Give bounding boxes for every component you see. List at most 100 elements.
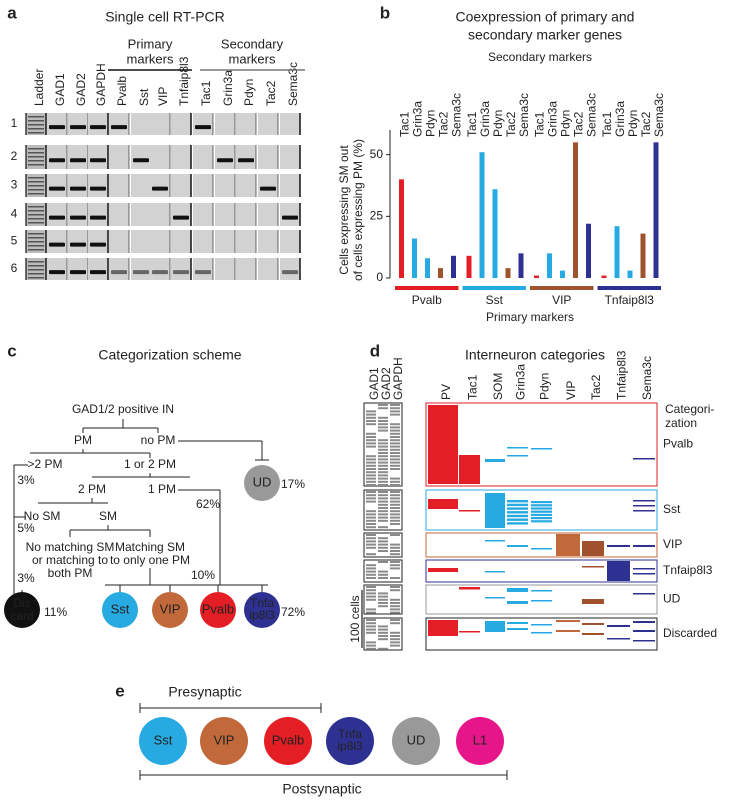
control-cell: [378, 474, 388, 477]
control-cell: [390, 413, 400, 416]
gel-band: [195, 125, 211, 130]
column-label: Tac1: [466, 374, 480, 400]
control-cell: [366, 480, 376, 483]
span-label: Postsynaptic: [282, 781, 361, 797]
group-label: Secondary: [221, 36, 284, 51]
node: Matching SM: [115, 540, 185, 554]
ladder-band: [28, 132, 44, 134]
control-cell: [390, 464, 400, 467]
bar: [412, 238, 417, 278]
gel-band: [90, 215, 106, 220]
ladder-band: [28, 193, 44, 195]
series-label: Pdyn: [626, 110, 640, 137]
heat-cell: [531, 513, 552, 516]
gel-lane: [109, 230, 129, 253]
heat-cell: [633, 573, 655, 575]
category-box: [425, 559, 658, 583]
control-cell: [390, 641, 400, 644]
gel-lane: [171, 145, 191, 169]
percent: 10%: [191, 568, 215, 582]
control-cell: [390, 586, 400, 588]
category-circle: [392, 717, 440, 765]
control-cell: [378, 426, 388, 429]
control-cell: [378, 439, 388, 442]
control-cell: [378, 598, 388, 601]
control-cell: [390, 500, 400, 503]
circle-label: Pvalb: [202, 601, 235, 616]
ladder-band: [28, 241, 44, 243]
y-axis-label: Cells expressing SM out: [337, 145, 351, 275]
y-tick-label: 50: [370, 147, 384, 161]
percent: 17%: [281, 477, 305, 491]
bar: [573, 142, 578, 278]
control-cell: [366, 436, 376, 438]
row-label: Sst: [663, 502, 681, 516]
ladder-band: [28, 156, 44, 158]
category-circle: [4, 592, 40, 628]
control-cell: [378, 595, 388, 598]
column-label: PV: [439, 384, 453, 400]
gel-lane: [236, 258, 256, 280]
control-cell: [366, 461, 376, 464]
gel-lane: [131, 203, 151, 226]
heat-cell: [633, 500, 655, 502]
gel-lane: [131, 174, 151, 197]
control-cell: [378, 429, 388, 432]
group-label: Primary: [128, 36, 173, 51]
circle-label: Dis: [13, 596, 30, 610]
bar: [518, 253, 524, 278]
percent: 5%: [17, 521, 35, 535]
category-box: [425, 402, 658, 487]
column-label: zation: [665, 416, 697, 430]
series-label: Pdyn: [491, 110, 505, 137]
heat-cell: [556, 534, 580, 556]
gel-band: [282, 215, 298, 220]
circle-label: card: [10, 609, 33, 623]
heat-cell: [531, 600, 552, 602]
gel-lane: [280, 145, 300, 169]
node: SM: [99, 509, 117, 523]
control-cell: [366, 577, 376, 579]
control-cell: [366, 439, 376, 442]
gel-lane: [280, 113, 300, 135]
gel-lane: [109, 203, 129, 226]
row-label: 6: [11, 261, 18, 275]
row-label: Discarded: [663, 626, 717, 640]
bar: [560, 270, 565, 278]
control-cell: [378, 631, 388, 634]
lane-label: Sema3c: [286, 62, 300, 106]
series-label: Sema3c: [585, 93, 599, 137]
control-cell: [366, 464, 376, 467]
series-label: Grin3a: [546, 101, 560, 137]
heat-cell: [507, 500, 528, 503]
control-cell: [378, 625, 388, 628]
control-cell: [390, 503, 400, 506]
ladder-band: [28, 177, 44, 179]
heat-cell: [485, 493, 505, 528]
heat-cell: [633, 640, 655, 642]
bar: [479, 152, 485, 278]
control-cell: [378, 455, 388, 458]
gel-lane: [68, 203, 88, 226]
heat-cell: [485, 571, 505, 573]
series-label: Tac1: [398, 111, 412, 137]
category-box: [425, 532, 658, 558]
control-cell: [390, 598, 400, 601]
control-cell: [366, 628, 376, 631]
heat-cell: [582, 633, 604, 635]
control-cell: [366, 608, 376, 611]
gel-band: [238, 158, 254, 163]
control-cell: [390, 516, 400, 519]
category-bar: [395, 286, 459, 290]
control-cell: [390, 477, 400, 480]
control-cell: [366, 416, 376, 419]
control-cell: [378, 507, 388, 509]
control-cell: [366, 413, 376, 416]
gel-lane: [88, 203, 108, 226]
heat-cell: [459, 455, 480, 484]
x-tick-label: Sst: [486, 293, 504, 307]
category-circle: [152, 592, 188, 628]
percent: 62%: [196, 497, 220, 511]
control-cell: [378, 407, 388, 410]
gel-lane: [150, 258, 170, 280]
